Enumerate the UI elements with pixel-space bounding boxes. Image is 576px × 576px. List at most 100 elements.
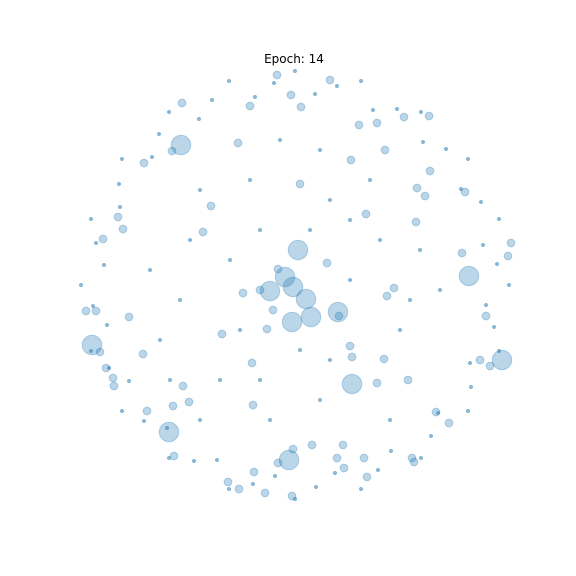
point: [109, 381, 119, 391]
point: [359, 79, 363, 83]
point: [407, 453, 417, 463]
point: [177, 98, 187, 108]
point: [409, 457, 419, 467]
point: [362, 472, 372, 482]
point: [253, 95, 257, 99]
point: [338, 440, 348, 450]
point: [371, 108, 375, 112]
point: [295, 288, 317, 310]
point: [288, 444, 298, 454]
point: [278, 449, 300, 471]
point: [89, 349, 93, 353]
point: [466, 157, 470, 161]
point: [94, 241, 98, 245]
point: [318, 148, 322, 152]
point: [345, 341, 355, 351]
point: [118, 205, 122, 209]
point: [506, 238, 516, 248]
point: [436, 411, 440, 415]
point: [105, 323, 109, 327]
point: [378, 238, 382, 242]
point: [485, 361, 495, 371]
point: [127, 379, 131, 383]
point: [198, 227, 208, 237]
point: [274, 266, 296, 288]
point: [403, 375, 413, 385]
point: [228, 258, 232, 262]
point: [287, 239, 309, 261]
point: [458, 265, 480, 287]
point: [372, 378, 382, 388]
point: [258, 228, 262, 232]
point: [475, 355, 485, 365]
point: [248, 400, 258, 410]
point: [118, 224, 128, 234]
point: [444, 147, 448, 151]
point: [168, 378, 172, 382]
point: [157, 132, 161, 136]
point: [142, 419, 146, 423]
point: [479, 200, 483, 204]
point: [328, 358, 332, 362]
point: [429, 434, 433, 438]
point: [262, 324, 272, 334]
point: [248, 178, 252, 182]
point: [332, 453, 342, 463]
point: [307, 440, 317, 450]
point: [313, 92, 317, 96]
point: [341, 373, 363, 395]
point: [168, 401, 178, 411]
point: [420, 191, 430, 201]
point: [457, 248, 467, 258]
point: [333, 471, 337, 475]
point: [322, 258, 332, 268]
point: [273, 474, 277, 478]
point: [335, 84, 339, 88]
point: [278, 138, 282, 142]
point: [91, 306, 101, 316]
point: [178, 381, 188, 391]
point: [354, 120, 364, 130]
point: [120, 157, 124, 161]
point: [167, 146, 177, 156]
point: [281, 311, 303, 333]
point: [339, 463, 349, 473]
point: [421, 140, 425, 144]
point: [398, 328, 402, 332]
point: [255, 285, 265, 295]
point: [348, 278, 352, 282]
point: [459, 187, 463, 191]
point: [395, 107, 399, 111]
point: [308, 228, 312, 232]
point: [117, 182, 121, 186]
point: [102, 263, 106, 267]
point: [124, 312, 134, 322]
point: [233, 138, 243, 148]
chart-title: Epoch: 14: [264, 52, 324, 66]
point: [245, 101, 255, 111]
point: [359, 453, 369, 463]
point: [247, 358, 257, 368]
point: [497, 349, 501, 353]
point: [466, 409, 470, 413]
point: [188, 238, 192, 242]
point: [101, 363, 111, 373]
point: [227, 487, 231, 491]
point: [167, 456, 171, 460]
point: [497, 217, 501, 221]
point: [89, 217, 93, 221]
point: [170, 134, 192, 156]
point: [215, 458, 219, 462]
point: [431, 407, 441, 417]
point: [484, 303, 488, 307]
point: [359, 487, 363, 491]
point: [158, 421, 180, 443]
point: [379, 354, 389, 364]
point: [293, 497, 297, 501]
point: [408, 298, 412, 302]
point: [272, 70, 282, 80]
point: [296, 102, 306, 112]
point: [259, 280, 281, 302]
